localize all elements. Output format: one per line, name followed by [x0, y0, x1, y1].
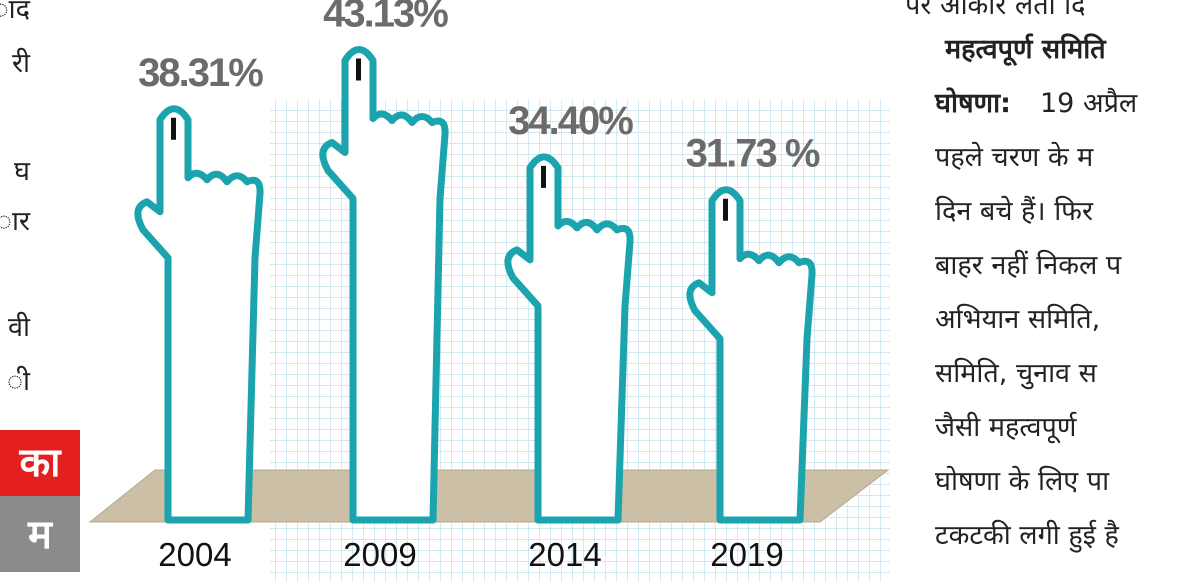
right-text: समिति, चुनाव स: [935, 357, 1098, 390]
finger-ink: [541, 166, 546, 188]
value-label: 43.13%: [323, 0, 448, 36]
x-tick-label: 2019: [710, 536, 783, 573]
value-label: 38.31%: [138, 51, 263, 95]
x-tick-label: 2004: [158, 536, 231, 573]
hand-bar: [138, 109, 260, 520]
left-text: री: [12, 47, 31, 79]
x-tick-label: 2009: [343, 536, 416, 573]
finger-ink: [723, 199, 728, 221]
red-box-text: का: [18, 440, 62, 486]
right-lead: घोषणा:: [934, 87, 1011, 119]
right-text: पहले चरण के म: [935, 141, 1094, 173]
right-text: जैसी महत्वपूर्ण: [935, 411, 1077, 444]
right-text: दिन बचे हैं। फिर: [935, 195, 1094, 227]
right-text: बाहर नहीं निकल प: [935, 249, 1122, 281]
right-text: टकटकी लगी हुई है: [935, 519, 1120, 553]
page: का म पर आकार लेता दि महत्वपूर्ण समिति घो…: [0, 0, 1204, 582]
left-text: ी: [7, 365, 31, 397]
value-label: 31.73 %: [686, 132, 820, 176]
right-text: 19 अप्रैल: [1040, 87, 1138, 119]
gray-box-text: म: [27, 512, 54, 558]
finger-ink: [356, 59, 361, 81]
right-top-line: पर आकार लेता दि: [905, 0, 1086, 21]
value-label: 34.40%: [508, 99, 633, 143]
left-text: ाद: [0, 0, 31, 25]
right-heading: महत्वपूर्ण समिति: [944, 33, 1107, 67]
left-text: वी: [8, 311, 31, 343]
left-text: घ: [14, 156, 31, 187]
finger-ink: [171, 118, 176, 140]
x-tick-label: 2014: [528, 536, 601, 573]
right-text: घोषणा के लिए पा: [935, 465, 1110, 497]
left-text: ार: [0, 206, 31, 237]
right-text: अभियान समिति,: [935, 303, 1100, 335]
